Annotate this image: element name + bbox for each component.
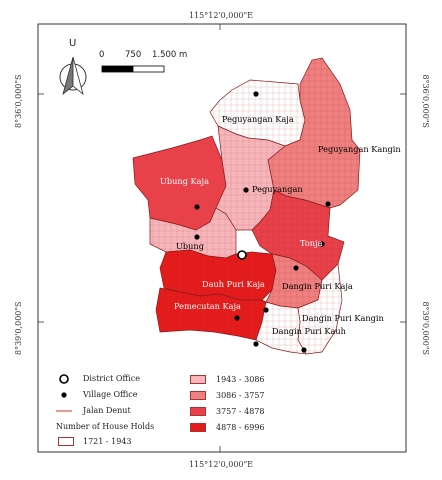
scale-label-0: 0: [99, 50, 105, 60]
label-ubung-kaja: Ubung Kaja: [160, 176, 209, 186]
legend-district-office-icon: [59, 374, 69, 384]
district-office-marker: [237, 250, 247, 260]
label-ubung: Ubung: [176, 241, 204, 251]
label-tonja: Tonja: [300, 238, 323, 248]
north-letter: U: [69, 38, 77, 49]
legend-class-swatch-5: [190, 423, 206, 432]
north-arrow-icon: [59, 56, 87, 96]
legend-class-label-1: 1721 - 1943: [83, 437, 132, 446]
label-pemecutan-kaja: Pemecutan Kaja: [174, 301, 241, 311]
legend-class-label-5: 4878 - 6996: [216, 423, 265, 432]
legend-house-holds-title: Number of House Holds: [56, 422, 155, 431]
label-dauh-puri-kaja: Dauh Puri Kaja: [202, 279, 265, 289]
legend-class-label-3: 3086 - 3757: [216, 391, 265, 400]
label-dangin-puri-kangin: Dangin Puri Kangin: [302, 313, 385, 323]
label-peguyangan-kaja: Peguyangan Kaja: [222, 114, 294, 124]
legend-district-office-label: District Office: [83, 374, 140, 383]
legend-village-office-icon: [61, 392, 67, 398]
scale-label-1500: 1.500 m: [152, 50, 188, 60]
label-peguyangan-kangin: Peguyangan Kangin: [318, 144, 401, 154]
legend-village-office-label: Village Office: [83, 390, 138, 399]
legend-road-label: Jalan Denut: [83, 406, 131, 415]
bottom-longitude-label: 115°12'0,000"E: [188, 460, 254, 469]
legend-class-swatch-2: [190, 375, 206, 384]
legend-class-swatch-3: [190, 391, 206, 400]
scale-label-750: 750: [125, 50, 142, 60]
top-longitude-label: 115°12'0,000"E: [188, 11, 254, 20]
legend-class-swatch-1: [58, 437, 74, 446]
label-dangin-puri-kaja: Dangin Puri Kaja: [282, 281, 353, 291]
label-peguyangan: Peguyangan: [252, 184, 303, 194]
legend-class-swatch-4: [190, 407, 206, 416]
village-office-markers: [194, 91, 331, 353]
legend-class-label-2: 1943 - 3086: [216, 375, 265, 384]
scale-bar: [101, 65, 165, 73]
map-frame: [37, 23, 407, 453]
label-dangin-puri-kauh: Dangin Puri Kauh: [272, 326, 347, 336]
legend-class-label-4: 3757 - 4878: [216, 407, 265, 416]
